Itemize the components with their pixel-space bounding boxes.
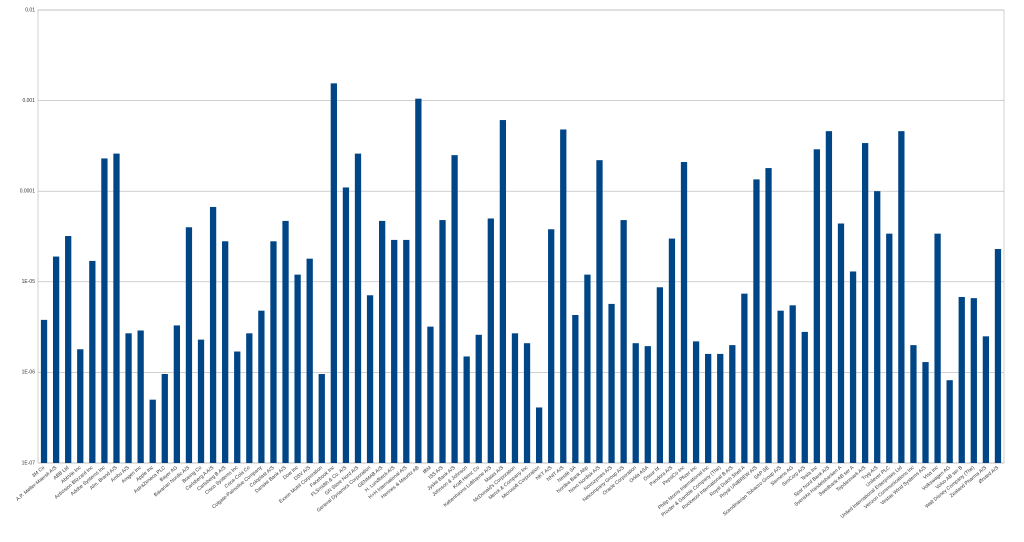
bar <box>886 233 893 463</box>
bar <box>161 374 168 463</box>
bar <box>258 310 265 463</box>
bar <box>910 345 917 463</box>
y-tick-label: 1E-05 <box>22 279 36 285</box>
bar <box>825 131 833 463</box>
bar <box>354 153 362 464</box>
bar <box>934 233 941 463</box>
bar <box>101 158 108 463</box>
bar <box>777 310 784 463</box>
bar <box>463 356 470 463</box>
bar <box>439 220 446 463</box>
bar <box>668 238 676 463</box>
bar <box>717 353 724 463</box>
bar <box>729 345 736 463</box>
bar <box>656 287 664 463</box>
bar <box>958 296 965 463</box>
bar <box>403 239 410 463</box>
bar <box>342 187 350 463</box>
bar <box>849 271 857 463</box>
bar <box>535 407 543 463</box>
bar <box>306 258 313 463</box>
bar <box>632 343 639 463</box>
bar <box>149 399 156 463</box>
bar <box>813 149 820 463</box>
bar <box>282 220 289 463</box>
bar <box>197 339 205 463</box>
bar <box>65 236 72 463</box>
bar <box>994 249 1002 463</box>
bar <box>222 241 229 463</box>
x-tick-label: IBM <box>422 465 433 475</box>
bar <box>753 179 760 463</box>
bar <box>52 256 60 463</box>
bar <box>692 341 700 463</box>
bar <box>946 380 953 463</box>
bar <box>415 98 422 464</box>
bar <box>608 303 615 463</box>
bar <box>572 315 579 463</box>
bar <box>705 353 712 463</box>
bar <box>125 333 132 463</box>
bar <box>185 227 193 463</box>
bar <box>596 160 603 463</box>
y-tick-label: 0.001 <box>22 98 35 104</box>
bar <box>270 241 277 463</box>
bar <box>475 334 482 463</box>
bar <box>209 206 217 463</box>
bar <box>741 293 748 463</box>
bar <box>487 218 494 463</box>
bar <box>511 333 519 463</box>
bar <box>523 343 531 463</box>
bar <box>801 331 808 463</box>
bar <box>246 333 253 463</box>
bar <box>234 351 241 463</box>
bar <box>173 325 181 463</box>
bar <box>898 131 905 463</box>
plot-frame <box>37 9 1005 464</box>
bar <box>451 155 458 463</box>
bar <box>378 220 386 463</box>
y-tick-label: 0.0001 <box>20 189 36 195</box>
bar <box>874 191 881 463</box>
bar <box>765 168 772 463</box>
bar <box>560 129 567 463</box>
bar <box>620 220 627 463</box>
bar <box>294 274 301 463</box>
bar <box>77 349 84 463</box>
bar <box>318 374 325 463</box>
bar <box>548 229 555 463</box>
bar <box>391 239 398 463</box>
bar <box>113 153 120 464</box>
y-tick-label: 1E-07 <box>22 460 36 466</box>
y-tick-label: 1E-06 <box>22 370 36 376</box>
bar <box>499 120 507 463</box>
bar <box>861 143 869 463</box>
bar <box>584 274 591 463</box>
bar <box>680 162 688 463</box>
bar <box>970 298 977 463</box>
y-tick-label: 0.01 <box>25 7 35 13</box>
bar <box>137 330 144 463</box>
bar <box>922 362 929 463</box>
bar <box>330 83 337 463</box>
bar <box>982 336 990 463</box>
bar <box>40 319 48 463</box>
bar <box>644 346 651 463</box>
bar <box>89 260 96 463</box>
bar <box>366 295 374 463</box>
bar <box>427 326 434 463</box>
bar <box>837 223 845 463</box>
bar <box>789 305 796 463</box>
